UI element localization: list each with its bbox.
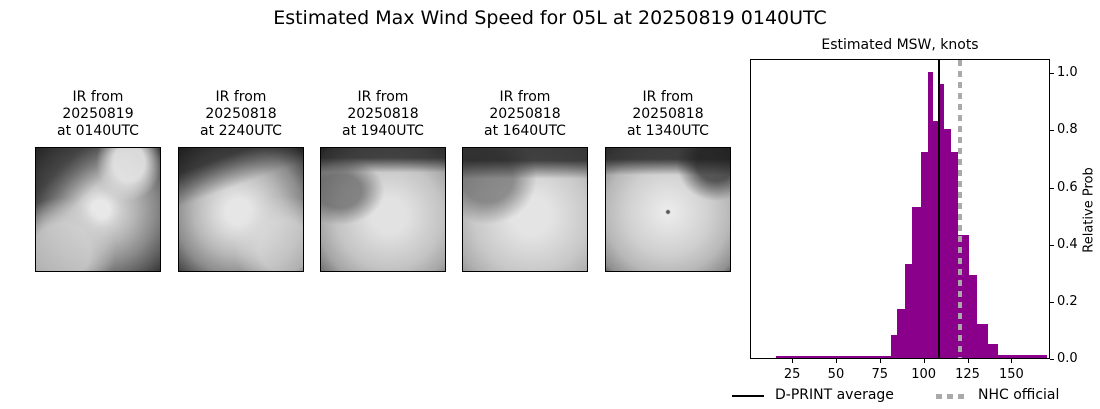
chart-title: Estimated MSW, knots — [821, 37, 979, 53]
x-tick-label: 150 — [998, 367, 1024, 382]
caption-time: at 1340UTC — [627, 123, 709, 139]
y-axis-label: Relative Prob — [1081, 167, 1097, 253]
satellite-image — [320, 147, 446, 272]
ir-thumbnail-5: IR from 20250818 at 1340UTC — [605, 89, 731, 272]
caption-date: 20250818 — [205, 106, 277, 122]
x-tick-label: 125 — [955, 367, 980, 382]
x-tick — [879, 359, 881, 363]
x-tick-label: 50 — [827, 367, 845, 382]
caption-time: at 2240UTC — [200, 123, 282, 139]
x-tick — [835, 359, 837, 363]
caption-date: 20250818 — [632, 106, 704, 122]
y-tick-label: 0.8 — [1057, 122, 1078, 138]
x-tick-label: 100 — [911, 367, 937, 382]
histogram-bar — [968, 275, 978, 358]
histogram-bar — [775, 356, 892, 358]
histogram-bar — [939, 83, 944, 358]
histogram-bar — [928, 72, 934, 358]
y-tick-label: 0.4 — [1057, 236, 1078, 252]
y-tick-label: 0.0 — [1057, 351, 1078, 366]
histogram-bar — [921, 152, 929, 358]
satellite-image — [178, 147, 304, 272]
x-tick — [967, 359, 969, 363]
y-tick — [1050, 359, 1054, 360]
histogram-bar — [977, 323, 988, 358]
x-tick — [1011, 359, 1013, 363]
x-tick-label: 25 — [783, 367, 801, 382]
caption-date: 20250818 — [489, 106, 561, 122]
ir-thumbnail-3: IR from 20250818 at 1940UTC — [320, 89, 446, 272]
caption-date: 20250818 — [347, 106, 419, 122]
histogram-bar — [987, 343, 999, 358]
legend-solid-line-icon — [732, 395, 764, 397]
caption-time: at 1640UTC — [484, 123, 566, 139]
caption-line: IR from — [642, 89, 694, 105]
dprint-average-line — [937, 60, 940, 358]
histogram-bar — [933, 120, 940, 358]
y-tick — [1050, 187, 1054, 189]
y-tick — [1050, 130, 1054, 132]
nhc-official-line — [957, 60, 962, 358]
y-tick — [1050, 73, 1054, 75]
caption-line: IR from — [215, 89, 267, 105]
thumbnail-caption: IR from 20250819 at 0140UTC — [35, 89, 161, 140]
caption-line: IR from — [499, 89, 551, 105]
satellite-image — [462, 147, 588, 272]
caption-date: 20250819 — [62, 106, 134, 122]
y-tick — [1050, 301, 1054, 303]
ir-thumbnail-1: IR from 20250819 at 0140UTC — [35, 89, 161, 272]
histogram-bar — [958, 235, 969, 358]
ir-thumbnail-2: IR from 20250818 at 2240UTC — [178, 89, 304, 272]
x-tick — [792, 359, 794, 363]
thumbnail-caption: IR from 20250818 at 2240UTC — [178, 89, 304, 140]
x-tick — [923, 359, 925, 363]
y-tick — [1050, 244, 1054, 246]
histogram-axes — [750, 59, 1050, 359]
satellite-image — [605, 147, 731, 272]
x-tick-label: 75 — [871, 367, 889, 382]
caption-time: at 1940UTC — [342, 123, 424, 139]
figure-title: Estimated Max Wind Speed for 05L at 2025… — [273, 7, 827, 29]
histogram-bar — [896, 309, 906, 358]
y-tick-label: 0.6 — [1057, 179, 1078, 195]
ir-thumbnail-4: IR from 20250818 at 1640UTC — [462, 89, 588, 272]
legend-nhc-official: NHC official — [978, 387, 1060, 403]
histogram-bar — [905, 263, 913, 358]
satellite-image — [35, 147, 161, 272]
histogram-bar — [998, 355, 1048, 358]
y-tick-label: 1.0 — [1057, 65, 1078, 81]
legend-dotted-line-icon — [936, 394, 966, 399]
histogram-bar — [951, 152, 959, 358]
legend-dprint-average: D-PRINT average — [775, 387, 894, 403]
caption-time: at 0140UTC — [57, 123, 139, 139]
y-tick-label: 0.2 — [1057, 293, 1078, 309]
thumbnail-caption: IR from 20250818 at 1340UTC — [605, 89, 731, 140]
histogram-bar — [943, 129, 951, 358]
histogram-bar — [912, 206, 922, 358]
thumbnail-caption: IR from 20250818 at 1940UTC — [320, 89, 446, 140]
caption-line: IR from — [72, 89, 124, 105]
caption-line: IR from — [357, 89, 409, 105]
histogram-bar — [891, 335, 897, 358]
thumbnail-caption: IR from 20250818 at 1640UTC — [462, 89, 588, 140]
